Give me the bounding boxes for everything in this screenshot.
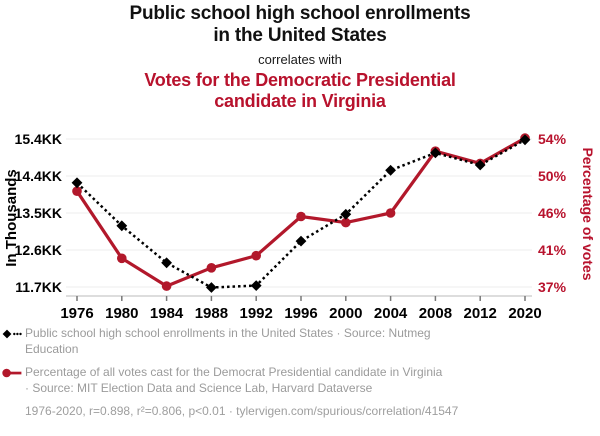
- svg-text:1988: 1988: [195, 305, 228, 322]
- right-axis-title: Percentage of votes: [580, 147, 596, 280]
- chart-title-enrollments: Public school high school enrollments in…: [129, 3, 471, 46]
- x-tick-labels: 1976 1980 1984 1988 1992 1996 2000 2004 2008 2012…: [60, 305, 541, 322]
- svg-text:1992: 1992: [240, 305, 273, 322]
- left-tick-labels: 15.4KK 14.4KK 13.5KK 12.6KK 11.7KK: [15, 131, 62, 295]
- svg-text:50%: 50%: [538, 168, 567, 184]
- red-circle-solid-line-icon: [2, 368, 22, 378]
- legend-entry-votes: Percentage of all votes cast for the Dem…: [2, 365, 594, 396]
- svg-text:2008: 2008: [419, 305, 452, 322]
- svg-text:2020: 2020: [508, 305, 541, 322]
- svg-text:11.7KK: 11.7KK: [15, 279, 62, 295]
- svg-text:1996: 1996: [284, 305, 317, 322]
- correlates-with-label: correlates with: [258, 52, 342, 67]
- legend-label-votes: Percentage of all votes cast for the Dem…: [25, 365, 443, 395]
- svg-text:2000: 2000: [329, 305, 362, 322]
- legend-entry-enrollments: Public school high school enrollments in…: [2, 326, 594, 357]
- svg-text:1984: 1984: [150, 305, 184, 322]
- svg-text:12.6KK: 12.6KK: [15, 242, 62, 258]
- svg-text:46%: 46%: [538, 205, 567, 221]
- series-votes: [72, 133, 530, 291]
- svg-text:15.4KK: 15.4KK: [15, 131, 62, 147]
- x-axis: [66, 295, 532, 301]
- svg-text:1976: 1976: [60, 305, 93, 322]
- right-tick-labels: 54% 50% 46% 41% 37%: [538, 131, 567, 295]
- svg-text:37%: 37%: [538, 279, 567, 295]
- series-enrollments: [71, 134, 531, 293]
- svg-text:41%: 41%: [538, 242, 567, 258]
- correlation-line-chart: 15.4KK 14.4KK 13.5KK 12.6KK 11.7KK 54% 50% 46% 4…: [3, 131, 596, 322]
- chart-footer-stats: 1976-2020, r=0.898, r²=0.806, p<0.01 · t…: [25, 404, 459, 418]
- svg-text:1980: 1980: [105, 305, 138, 322]
- black-diamond-dotted-line-icon: [2, 329, 22, 339]
- svg-text:2012: 2012: [464, 305, 497, 322]
- svg-text:13.5KK: 13.5KK: [15, 205, 62, 221]
- svg-text:2004: 2004: [374, 305, 408, 322]
- legend-label-enrollments: Public school high school enrollments in…: [25, 326, 431, 356]
- left-axis-title: In Thousands: [3, 169, 20, 267]
- chart-title-votes: Votes for the Democratic Presidential ca…: [144, 70, 456, 111]
- svg-text:54%: 54%: [538, 131, 567, 147]
- chart-legend: Public school high school enrollments in…: [2, 326, 594, 420]
- svg-text:14.4KK: 14.4KK: [15, 168, 62, 184]
